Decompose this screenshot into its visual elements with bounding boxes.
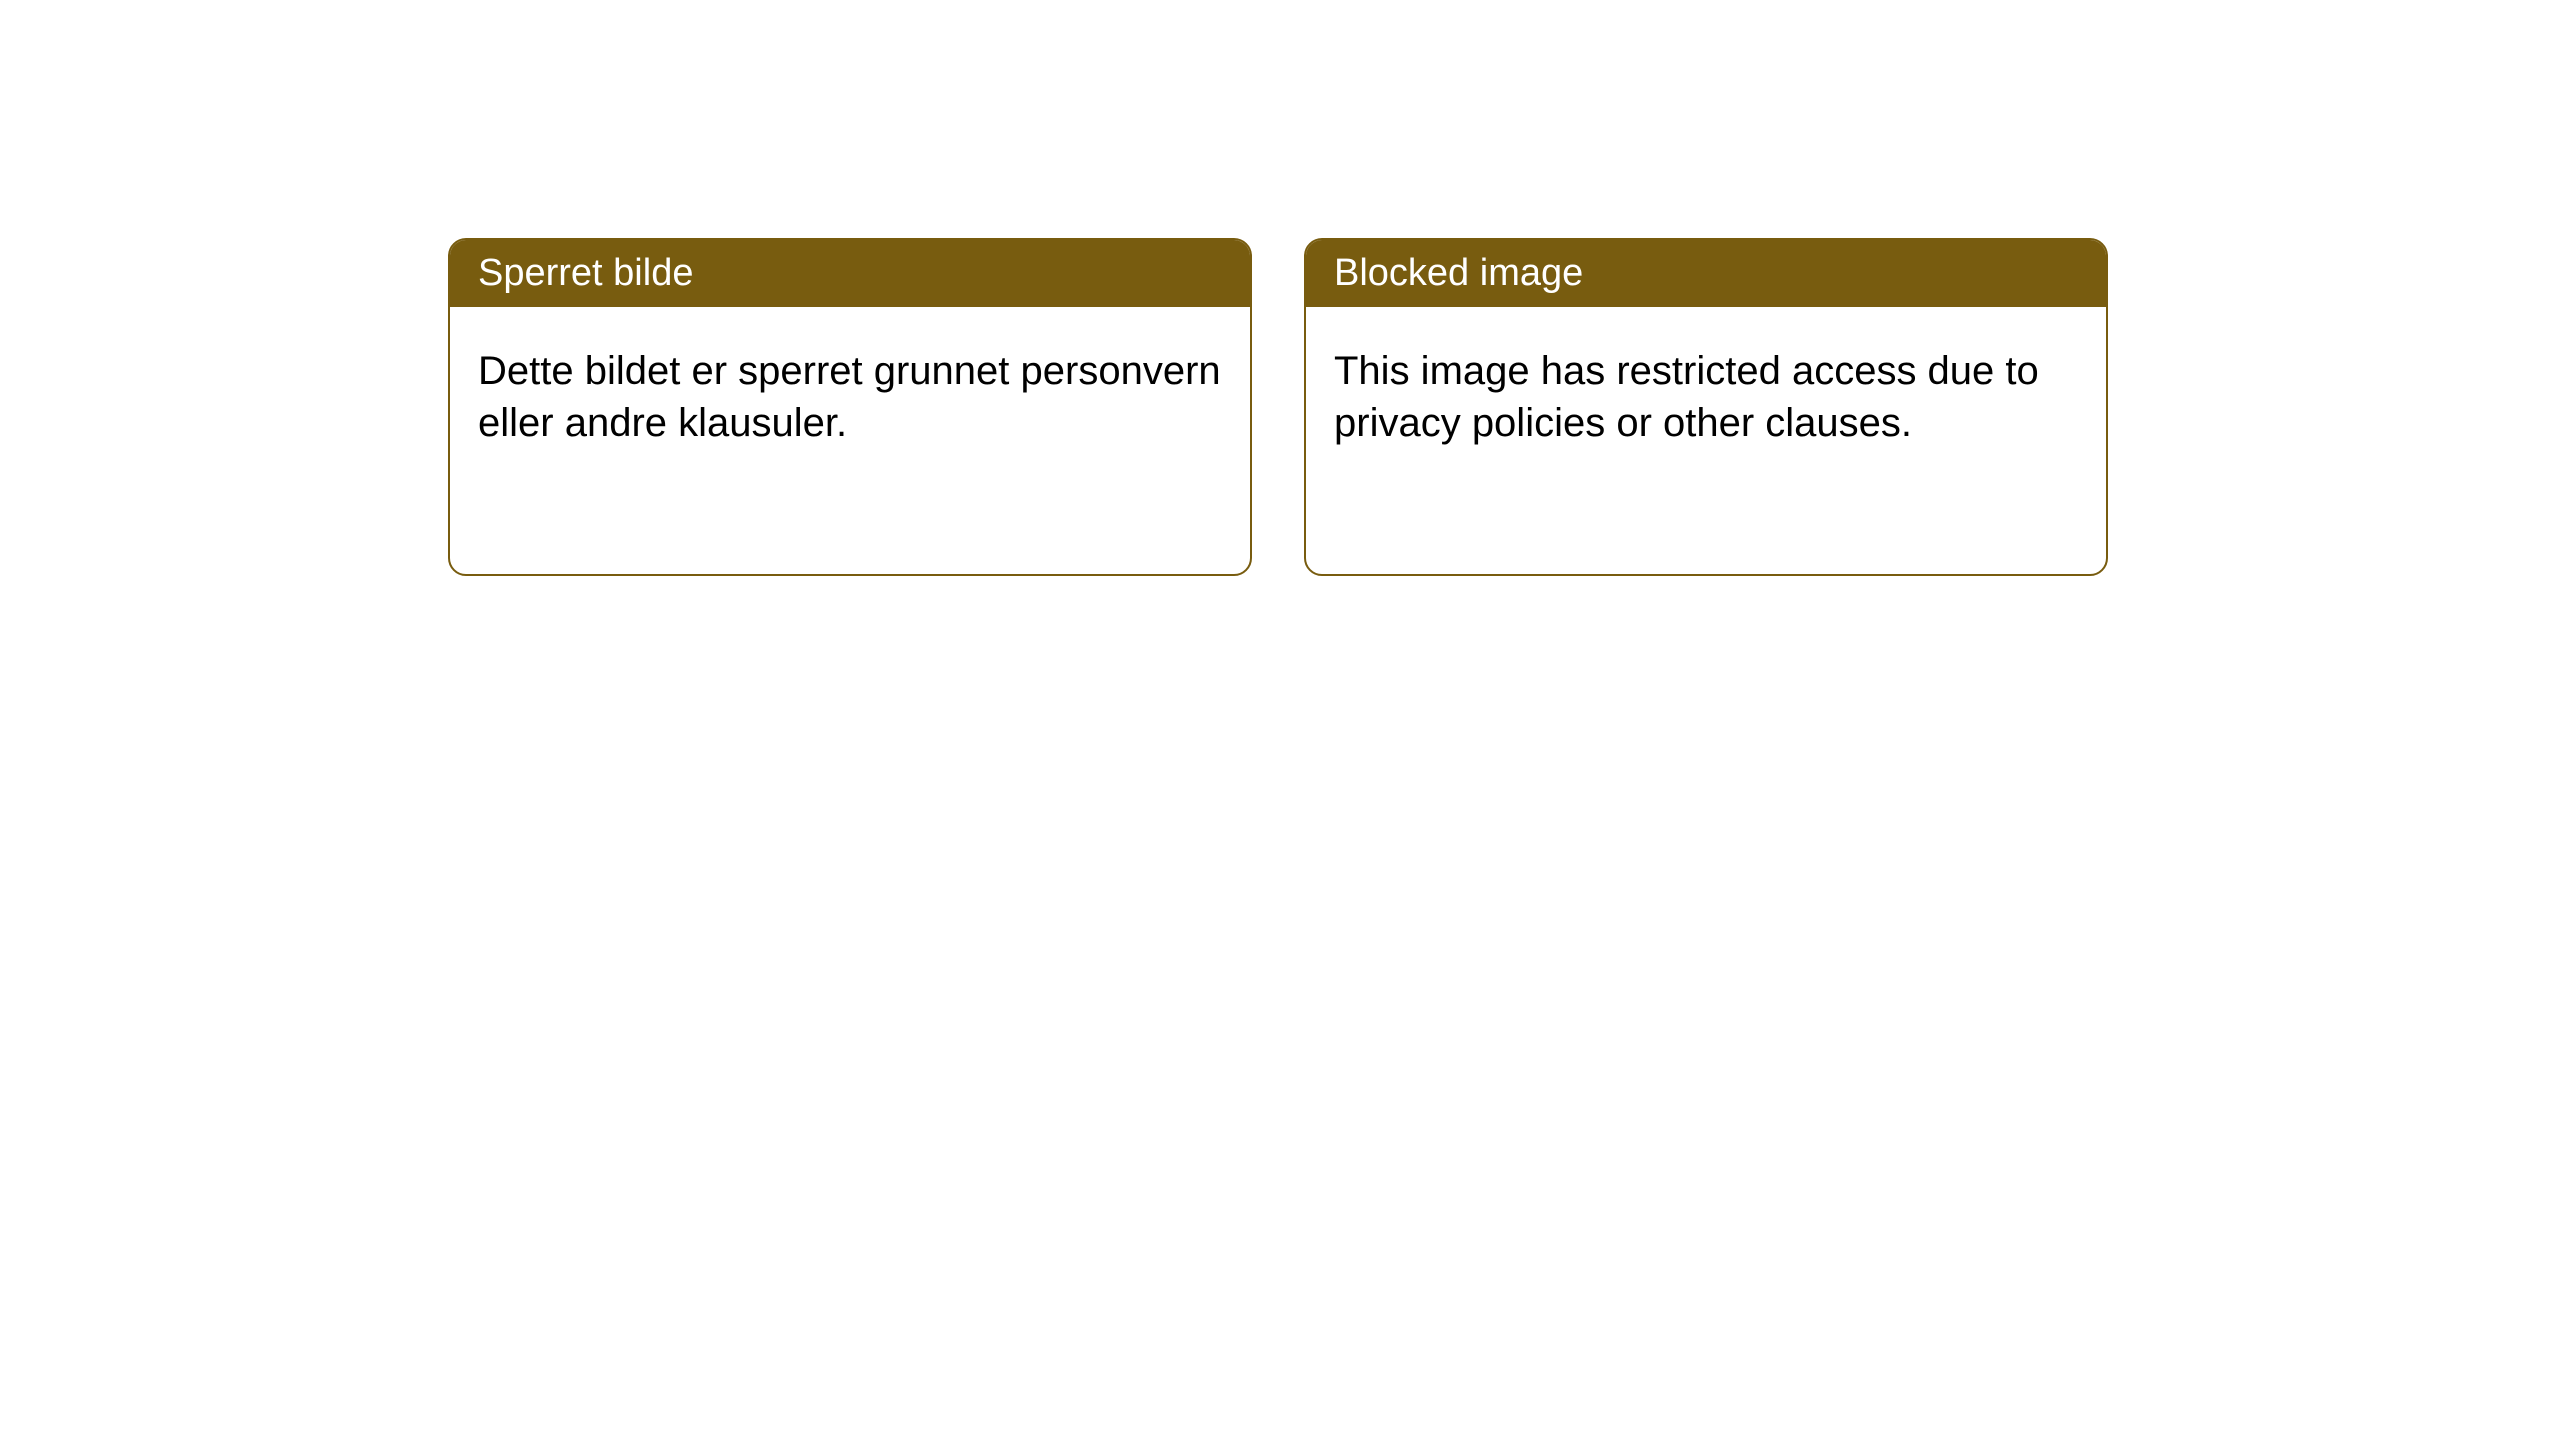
card-body-text: Dette bildet er sperret grunnet personve…: [450, 307, 1250, 487]
card-title: Sperret bilde: [450, 240, 1250, 307]
card-body-text: This image has restricted access due to …: [1306, 307, 2106, 487]
blocked-image-card-no: Sperret bilde Dette bildet er sperret gr…: [448, 238, 1252, 576]
card-title: Blocked image: [1306, 240, 2106, 307]
notice-cards-container: Sperret bilde Dette bildet er sperret gr…: [0, 0, 2560, 576]
blocked-image-card-en: Blocked image This image has restricted …: [1304, 238, 2108, 576]
